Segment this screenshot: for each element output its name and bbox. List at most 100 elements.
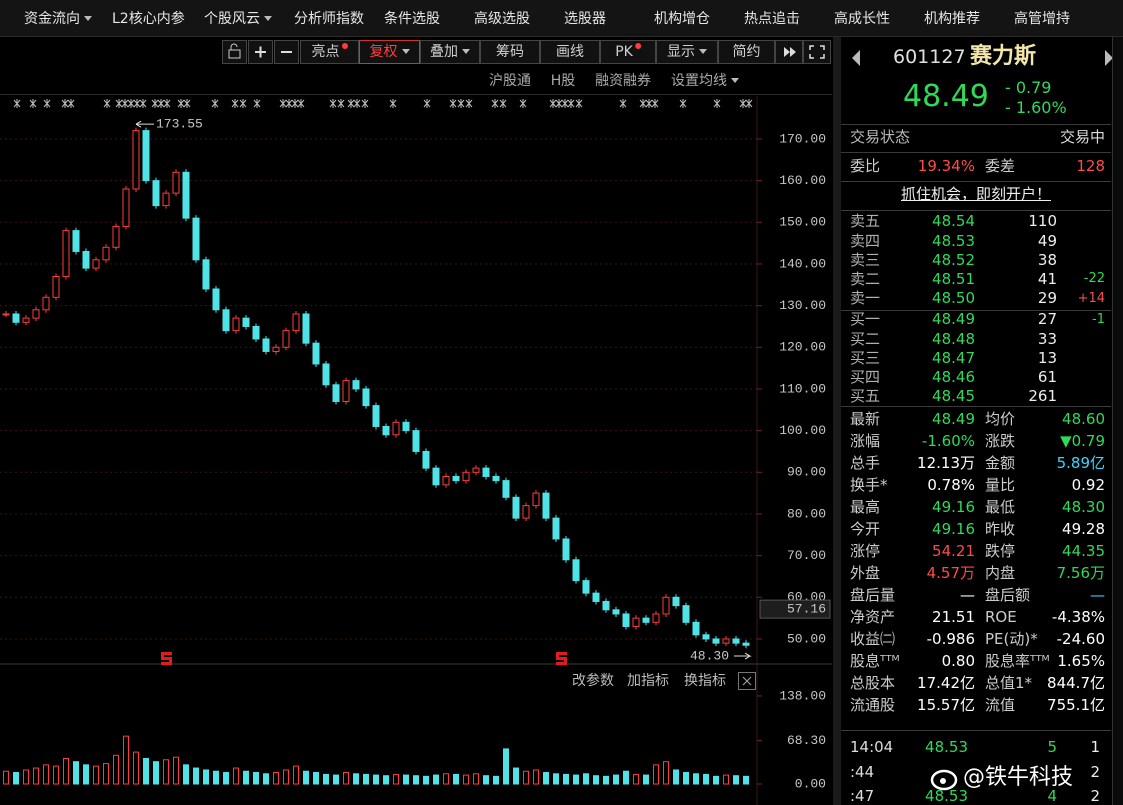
toolbar-icon[interactable] [803,40,831,64]
candle [452,475,460,482]
price-change: - 0.79 [1005,77,1052,97]
close-indicator[interactable] [738,672,756,690]
stat-label: 股息ᵀᵀᴹ [850,652,900,671]
book-label: 卖一 [850,289,881,308]
candle [672,596,680,607]
event-icon [519,99,527,108]
event-icon [285,99,293,108]
menu-item[interactable]: 个股风云 [204,10,272,28]
indicator-button[interactable]: 改参数 [572,672,614,689]
candle [512,496,520,519]
volume-bar [713,775,719,785]
candle [532,492,540,507]
menu-item[interactable]: 选股器 [564,10,606,27]
menu-item[interactable]: 机构增仓 [654,10,710,27]
volume-bar [273,772,279,785]
candle [252,325,260,340]
event-icon [549,99,557,108]
event-icon [133,99,141,108]
toolbar-label[interactable]: PK [615,43,641,61]
toolbar-button[interactable] [718,40,775,64]
y-tick-label: 70.00 [787,548,826,563]
volume-bar [83,764,89,785]
book-label: 卖五 [850,212,881,231]
y-tick-label: 0.00 [795,776,826,791]
toolbar-icon[interactable] [222,40,247,64]
event-icon [353,99,361,108]
y-tick-label: 170.00 [779,131,826,146]
candle [692,621,700,636]
volume-bar [363,773,369,785]
toolbar-icon[interactable] [248,40,273,64]
sub-toolbar-item[interactable]: 设置均线 [671,72,739,90]
indicator-button[interactable]: 换指标 [684,672,726,689]
candle [152,180,160,207]
volume-bar [203,769,209,785]
candle [442,475,450,486]
volume-bar [263,773,269,785]
candle [542,492,550,519]
volume-bar [503,748,509,785]
stat-value: — [1090,586,1105,605]
splitter[interactable] [833,37,841,805]
toolbar-button[interactable] [540,40,600,64]
candle [582,580,590,594]
candle [592,592,600,602]
candle [742,642,750,646]
toolbar-label[interactable]: 简约 [732,43,761,60]
candle [562,538,570,561]
candle [112,225,120,248]
toolbar-label[interactable]: 画线 [556,43,584,60]
toolbar-icon[interactable] [274,40,299,64]
volume-bar [403,774,409,785]
sub-toolbar-item[interactable]: 融资融券 [595,72,651,89]
book-price: 48.46 [932,368,975,387]
menu-item[interactable]: 高级选股 [474,10,530,27]
book-change: -22 [1083,271,1105,287]
toolbar-button[interactable] [480,40,540,64]
menu-item[interactable]: 资金流向 [24,10,92,28]
separator [841,210,1111,211]
volume-bar [283,769,289,785]
toolbar-label[interactable]: 亮点 [312,43,348,61]
event-icon [491,99,499,108]
toolbar-label[interactable]: 筹码 [496,43,524,60]
event-icon [575,99,583,108]
toolbar-label[interactable]: 复权 [370,43,410,61]
toolbar-label[interactable]: 叠加 [430,43,470,61]
promo-link[interactable]: 抓住机会，即刻开户！ [900,185,1052,204]
sub-toolbar-item[interactable]: 沪股通 [489,72,531,89]
menu-item[interactable]: 热点追击 [744,10,800,27]
menu-item[interactable]: 分析师指数 [294,10,364,27]
toolbar-icon[interactable] [775,40,803,64]
event-icon [739,99,747,108]
volume-bar [453,773,459,785]
menu-item[interactable]: 机构推荐 [924,10,980,27]
stat-label: 收益㈡ [850,630,896,649]
stat-label: 换手* [850,476,888,495]
candle [352,380,360,390]
low-label: 48.30 [690,648,729,663]
candle [492,475,500,482]
book-volume: 38 [1037,250,1057,269]
stat-value: 48.60 [1062,410,1105,429]
menu-item[interactable]: L2核心内参 [112,10,185,27]
book-label: 买五 [850,387,881,406]
event-icon [61,99,69,108]
cursor-box [759,599,831,619]
sub-toolbar-item[interactable]: H股 [550,72,576,89]
stat-value: 48.49 [932,410,975,429]
indicator-button[interactable]: 加指标 [627,672,669,689]
volume-bar [743,775,749,785]
stat-label: 涨跌 [985,432,1016,451]
stat-value: 844.7亿 [1047,674,1105,693]
menu-item[interactable]: 条件选股 [384,10,440,27]
menu-item[interactable]: 高管增持 [1014,10,1070,27]
toolbar-label[interactable]: 显示 [667,43,707,61]
menu-item[interactable]: 高成长性 [834,10,890,27]
event-icon [645,99,653,108]
event-icon [361,99,369,108]
candle [372,405,380,427]
candle [142,130,150,182]
